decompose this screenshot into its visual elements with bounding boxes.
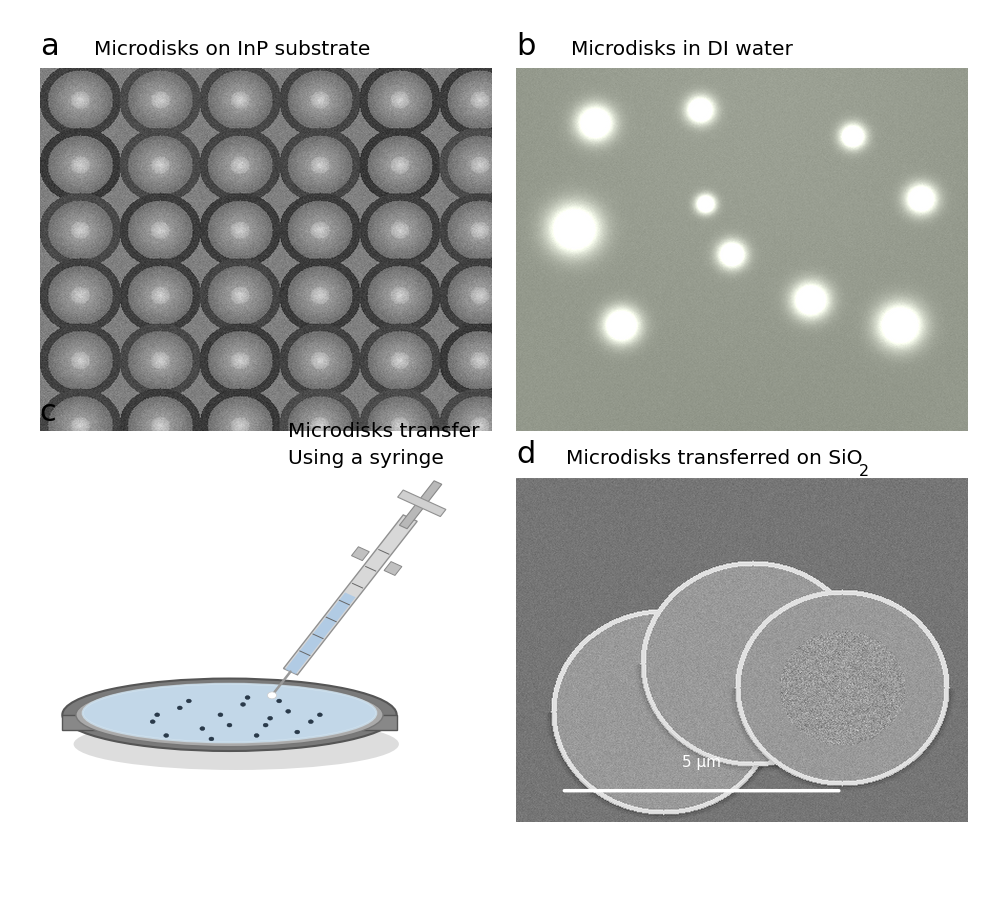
Text: Microdisks in DI water: Microdisks in DI water [571, 40, 792, 59]
Circle shape [295, 730, 300, 734]
Text: Microdisks on InP substrate: Microdisks on InP substrate [94, 40, 370, 59]
Polygon shape [399, 480, 442, 528]
Polygon shape [63, 715, 396, 730]
Circle shape [217, 713, 223, 716]
Text: b: b [516, 32, 536, 61]
Text: 2: 2 [859, 463, 869, 479]
Circle shape [227, 724, 232, 727]
Circle shape [209, 737, 213, 741]
Text: 5 μm: 5 μm [682, 755, 721, 770]
Polygon shape [352, 547, 369, 560]
Circle shape [318, 713, 323, 716]
Ellipse shape [82, 684, 376, 743]
Circle shape [286, 709, 291, 713]
Circle shape [277, 699, 282, 703]
Text: a: a [40, 32, 59, 61]
Text: Microdisks transferred on SiO: Microdisks transferred on SiO [566, 449, 863, 468]
Circle shape [245, 696, 250, 699]
Circle shape [263, 724, 268, 727]
Ellipse shape [75, 683, 383, 746]
Circle shape [155, 713, 160, 716]
Text: d: d [516, 440, 535, 469]
Circle shape [308, 720, 314, 724]
Circle shape [150, 720, 155, 724]
Ellipse shape [63, 678, 396, 751]
Ellipse shape [73, 718, 399, 770]
Circle shape [268, 716, 273, 720]
Polygon shape [283, 515, 417, 675]
Circle shape [200, 726, 205, 730]
Polygon shape [384, 561, 402, 576]
Circle shape [267, 692, 276, 699]
Circle shape [187, 699, 192, 703]
Polygon shape [285, 593, 355, 674]
Circle shape [254, 734, 259, 737]
Text: c: c [40, 398, 57, 427]
Polygon shape [397, 490, 446, 517]
Text: Microdisks transfer
Using a syringe: Microdisks transfer Using a syringe [288, 422, 480, 468]
Circle shape [240, 703, 245, 706]
Circle shape [164, 734, 169, 737]
Circle shape [178, 706, 183, 710]
